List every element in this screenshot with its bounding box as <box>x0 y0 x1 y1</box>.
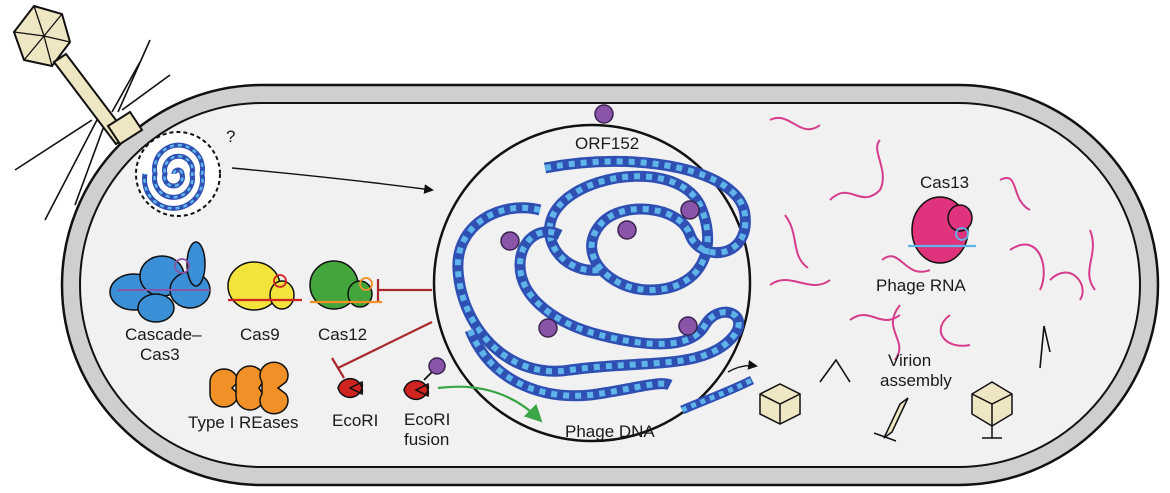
orf152-protein-icons <box>500 104 700 338</box>
cas13-icon <box>908 196 976 264</box>
phage-dna-icon <box>452 155 755 415</box>
cas9-label: Cas9 <box>240 325 280 344</box>
virion-tail-icon <box>873 397 909 442</box>
unknown-mark-label: ? <box>226 127 235 146</box>
virion-label-line2: assembly <box>880 371 952 390</box>
dna-exit-arrow <box>727 360 758 373</box>
type1-reases-icon <box>209 361 289 415</box>
ecori-label: EcoRI <box>332 411 378 430</box>
virion-tail-fiber-icons <box>819 325 1051 383</box>
ecori-fusion-icon <box>403 357 446 401</box>
ecori-icon <box>337 377 364 399</box>
injection-arrow <box>231 167 434 194</box>
fusion-import-arrow <box>437 385 543 423</box>
injected-dna-icon <box>135 131 221 217</box>
type1-reases-label: Type I REases <box>188 413 299 432</box>
virion-capsid-icon-1 <box>759 383 801 425</box>
cascade-label-line1: Cascade– <box>125 325 202 344</box>
cas12-label: Cas12 <box>318 325 367 344</box>
cas13-label: Cas13 <box>920 173 969 192</box>
virion-label-line1: Virion <box>888 351 931 370</box>
cascade-cas3-icon <box>109 241 211 323</box>
cascade-label-line2: Cas3 <box>140 345 180 364</box>
phage-dna-label: Phage DNA <box>565 422 655 441</box>
injecting-phage-icon <box>12 4 171 221</box>
ecori-fusion-label-line1: EcoRI <box>404 410 450 429</box>
cas9-icon <box>227 261 302 311</box>
cas12-icon <box>309 260 382 310</box>
phage-rna-icons <box>769 117 1096 361</box>
orf152-label: ORF152 <box>575 134 639 153</box>
phage-rna-label: Phage RNA <box>876 276 966 295</box>
ecori-fusion-label-line2: fusion <box>404 430 449 449</box>
virion-complete-icon <box>971 381 1013 439</box>
inhibition-icons <box>331 279 433 379</box>
